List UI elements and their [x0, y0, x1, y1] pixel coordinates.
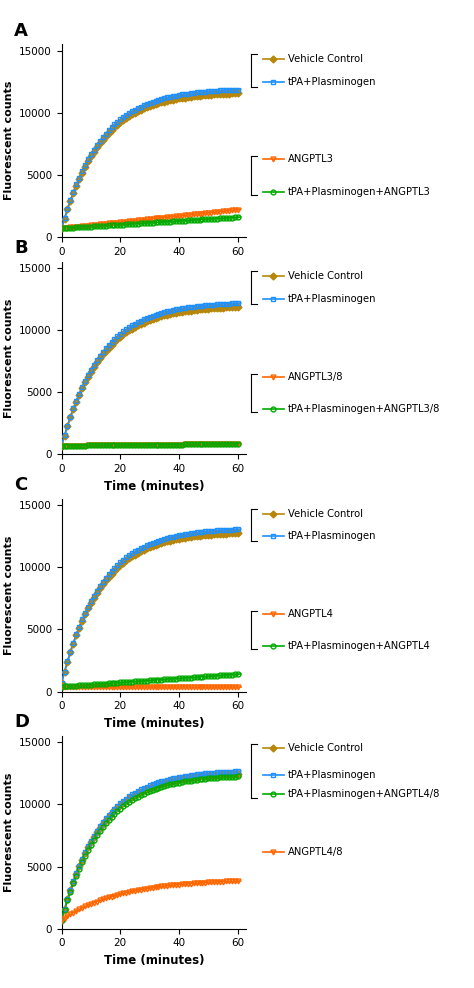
Text: ANGPTL4/8: ANGPTL4/8 [288, 847, 343, 857]
Text: ANGPTL3: ANGPTL3 [288, 154, 334, 164]
Y-axis label: Fluorescent counts: Fluorescent counts [4, 535, 14, 655]
Text: Vehicle Control: Vehicle Control [288, 272, 363, 282]
Text: D: D [14, 713, 29, 731]
Text: A: A [14, 22, 28, 40]
Text: tPA+Plasminogen+ANGPTL4/8: tPA+Plasminogen+ANGPTL4/8 [288, 788, 440, 798]
Text: tPA+Plasminogen: tPA+Plasminogen [288, 532, 376, 541]
Text: C: C [14, 476, 27, 494]
Text: tPA+Plasminogen+ANGPTL4: tPA+Plasminogen+ANGPTL4 [288, 641, 430, 651]
X-axis label: Time (minutes): Time (minutes) [104, 954, 204, 967]
Text: tPA+Plasminogen+ANGPTL3: tPA+Plasminogen+ANGPTL3 [288, 187, 430, 197]
Text: Vehicle Control: Vehicle Control [288, 509, 363, 519]
Y-axis label: Fluorescent counts: Fluorescent counts [4, 81, 14, 201]
Y-axis label: Fluorescent counts: Fluorescent counts [4, 773, 14, 892]
Text: Vehicle Control: Vehicle Control [288, 743, 363, 753]
Text: Vehicle Control: Vehicle Control [288, 54, 363, 64]
Text: tPA+Plasminogen: tPA+Plasminogen [288, 770, 376, 780]
X-axis label: Time (minutes): Time (minutes) [104, 263, 204, 276]
Text: ANGPTL4: ANGPTL4 [288, 609, 334, 618]
X-axis label: Time (minutes): Time (minutes) [104, 717, 204, 730]
Y-axis label: Fluorescent counts: Fluorescent counts [4, 298, 14, 418]
Text: ANGPTL3/8: ANGPTL3/8 [288, 371, 343, 381]
Text: tPA+Plasminogen: tPA+Plasminogen [288, 294, 376, 304]
Text: tPA+Plasminogen+ANGPTL3/8: tPA+Plasminogen+ANGPTL3/8 [288, 404, 440, 414]
X-axis label: Time (minutes): Time (minutes) [104, 480, 204, 493]
Text: tPA+Plasminogen: tPA+Plasminogen [288, 77, 376, 87]
Text: B: B [14, 239, 28, 257]
